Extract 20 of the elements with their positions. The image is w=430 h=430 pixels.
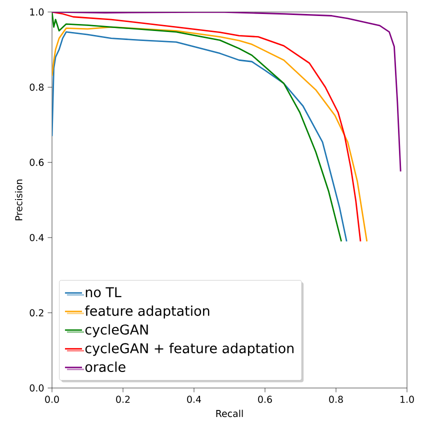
legend-label: no TL [86, 287, 122, 298]
legend-label: feature adaptation [84, 306, 210, 319]
y-axis-title: Precision [15, 180, 22, 220]
y-tick-label: 0.4 [30, 234, 44, 242]
y-tick-label: 0.2 [30, 309, 44, 316]
x-tick-label: 0.6 [258, 396, 272, 403]
x-tick-label: 0.4 [187, 396, 202, 403]
line-series [52, 12, 402, 172]
x-axis-title: Recall [216, 410, 243, 418]
y-tick-label: 0.8 [30, 84, 44, 91]
x-tick-label: 1.0 [400, 396, 414, 403]
legend-label: cycleGAN [85, 324, 148, 338]
x-tick-label: 0.2 [116, 396, 130, 403]
x-tick-label: 0.0 [45, 396, 59, 403]
legend-label: cycleGAN + feature adaptation [85, 342, 294, 356]
x-tick-label: 0.8 [329, 396, 343, 403]
legend-label: oracle [85, 362, 126, 372]
y-tick-label: 1.0 [30, 8, 44, 16]
y-tick-label: 0.0 [30, 384, 44, 392]
y-tick-label: 0.6 [30, 158, 44, 166]
